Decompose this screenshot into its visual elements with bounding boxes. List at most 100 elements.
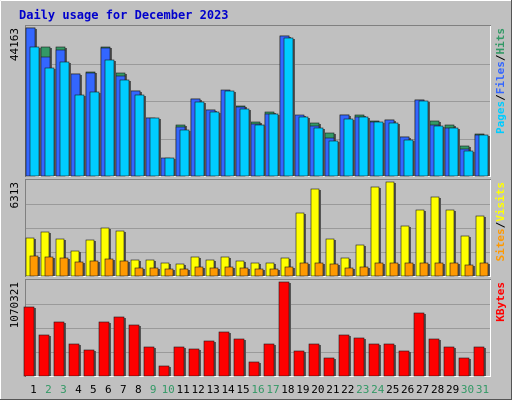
x-tick-label-day-24: 24 [371,383,385,396]
bar-kbytes-day-13 [203,340,215,377]
legend-visits: Visits [494,182,507,222]
legend-pages: Pages [494,101,507,134]
bar-sites-day-16 [254,268,264,277]
x-tick-label-day-4: 4 [75,383,82,396]
bar-kbytes-day-27 [413,312,425,377]
x-tick-label-day-5: 5 [90,383,97,396]
x-axis-day-labels: 1 2 3 4 5 6 7 8 9 10 11 12 13 14 15 16 17 18 19 20 21 22 23 24 2… [30,383,489,396]
chart-title: Daily usage for December 2023 [19,8,229,22]
x-tick-label-day-21: 21 [326,383,339,396]
bar-kbytes-day-17 [263,343,275,377]
bar-kbytes-day-18 [278,281,290,377]
bar-kbytes-day-21 [323,357,335,377]
x-tick-label-day-27: 27 [416,383,429,396]
legend-separator: / [494,94,507,101]
legend: Pages/Files/Hits [494,28,507,134]
bar-kbytes-day-20 [308,343,320,377]
bar-sites-day-25 [389,262,399,277]
x-tick-label-day-19: 19 [296,383,309,396]
x-tick-label-day-6: 6 [105,383,112,396]
top-panel: 44163 Pages/Files/Hits [8,25,507,177]
bar-sites-day-15 [239,267,249,277]
legend: KBytes [494,282,507,322]
bar-kbytes-day-25 [383,343,395,377]
bar-sites-day-14 [224,266,234,277]
bar-pages-day-10 [164,157,175,177]
bar-kbytes-day-29 [443,346,455,377]
bar-sites-day-9 [149,267,159,277]
y-axis-max-label: 44163 [8,28,21,61]
x-tick-label-day-8: 8 [135,383,142,396]
bar-sites-day-5 [89,260,99,277]
bar-sites-day-4 [74,261,84,277]
bar-kbytes-day-23 [353,337,365,377]
bar-sites-day-10 [164,268,174,277]
x-tick-label-day-9: 9 [150,383,157,396]
bar-pages-day-21 [328,140,339,177]
bar-sites-day-7 [119,260,129,277]
bar-pages-day-23 [358,116,369,177]
middle-panel: 6313 Sites/Visits [8,179,507,277]
bar-pages-day-24 [373,121,384,177]
bar-kbytes-day-2 [38,334,50,377]
bar-sites-day-31 [479,262,489,277]
x-tick-label-day-25: 25 [386,383,399,396]
bar-visits-day-24 [370,186,380,277]
bar-sites-day-13 [209,267,219,277]
bar-sites-day-19 [299,262,309,277]
bar-kbytes-day-19 [293,350,305,377]
bar-kbytes-day-16 [248,361,260,377]
bar-kbytes-day-31 [473,346,485,377]
bar-kbytes-day-6 [98,321,110,377]
bar-pages-day-11 [179,129,190,177]
legend-separator: / [494,54,507,61]
bar-kbytes-day-28 [428,338,440,377]
bar-kbytes-day-12 [188,348,200,377]
bar-sites-day-27 [419,262,429,277]
bar-pages-day-22 [343,118,354,177]
legend-files: Files [494,61,507,94]
y-axis-max-label: 6313 [8,182,21,209]
bar-kbytes-day-11 [173,346,185,377]
bar-sites-day-3 [59,257,69,277]
bar-sites-day-22 [344,267,354,277]
bar-pages-day-6 [104,59,115,177]
x-tick-label-day-26: 26 [401,383,414,396]
bar-sites-day-24 [374,262,384,277]
y-axis-max-label: 1070321 [8,282,21,328]
x-tick-label-day-29: 29 [446,383,459,396]
bar-pages-day-30 [463,150,474,177]
bar-sites-day-6 [104,258,114,277]
x-tick-label-day-13: 13 [206,383,219,396]
bar-sites-day-8 [134,267,144,277]
bar-kbytes-day-3 [53,321,65,377]
bar-pages-day-15 [239,108,250,177]
bar-sites-day-12 [194,266,204,277]
x-tick-label-day-23: 23 [356,383,369,396]
bar-kbytes-day-7 [113,316,125,377]
x-tick-label-day-12: 12 [192,383,205,396]
x-tick-label-day-17: 17 [266,383,279,396]
bar-pages-day-25 [388,122,399,177]
x-tick-label-day-30: 30 [461,383,474,396]
bar-pages-day-27 [418,100,429,177]
x-tick-label-day-16: 16 [251,383,264,396]
bar-kbytes-day-24 [368,343,380,377]
legend-kbytes: KBytes [494,282,507,322]
bar-kbytes-day-22 [338,334,350,377]
bar-pages-day-29 [448,127,459,177]
bar-sites-day-26 [404,262,414,277]
bar-kbytes-day-15 [233,338,245,377]
bar-kbytes-day-1 [23,306,35,377]
bar-kbytes-day-26 [398,350,410,377]
bar-sites-day-23 [359,266,369,277]
x-tick-label-day-14: 14 [221,383,235,396]
x-tick-label-day-28: 28 [431,383,444,396]
bar-kbytes-day-5 [83,349,95,377]
legend: Sites/Visits [494,182,507,262]
bar-pages-day-5 [89,91,100,177]
bar-pages-day-28 [433,125,444,177]
bar-pages-day-7 [119,79,130,177]
